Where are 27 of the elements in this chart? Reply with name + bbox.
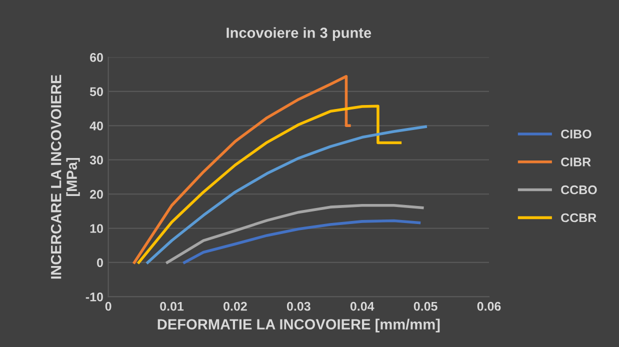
y-tick-label: -10 [86, 292, 103, 302]
chart-title: Incovoiere in 3 punte [226, 27, 372, 41]
y-tick-label: 40 [90, 121, 103, 130]
x-tick-label: 0.02 [224, 302, 247, 311]
legend-label: CCBR [561, 213, 596, 222]
y-tick-label: 20 [90, 190, 103, 199]
y-tick-label: 50 [90, 87, 103, 96]
x-tick-label: 0 [105, 302, 112, 311]
legend-label: CIBR [561, 158, 591, 166]
y-tick-label: 10 [90, 224, 103, 233]
line-series [183, 219, 421, 264]
y-tick-label: 0 [97, 258, 103, 268]
x-tick-label: 0.03 [287, 302, 310, 311]
legend-label: CIBO [561, 130, 592, 138]
legend-label: CCBO [561, 185, 597, 194]
line-series [166, 204, 424, 264]
x-tick-label: 0.01 [160, 302, 184, 311]
y-tick-label: 60 [90, 53, 103, 62]
x-tick-label: 0.05 [414, 302, 438, 311]
y-axis-title: INCERCARE LA INCOVOIERE [MPa] [50, 74, 80, 279]
line-series [137, 104, 402, 264]
x-tick-label: 0.06 [477, 302, 501, 311]
x-tick-label: 0.04 [350, 302, 374, 311]
x-axis-title: DEFORMATIE LA INCOVOIERE [mm/mm] [158, 318, 440, 332]
line-series [146, 125, 427, 264]
line-series [132, 75, 351, 264]
y-tick-label: 30 [90, 156, 103, 165]
